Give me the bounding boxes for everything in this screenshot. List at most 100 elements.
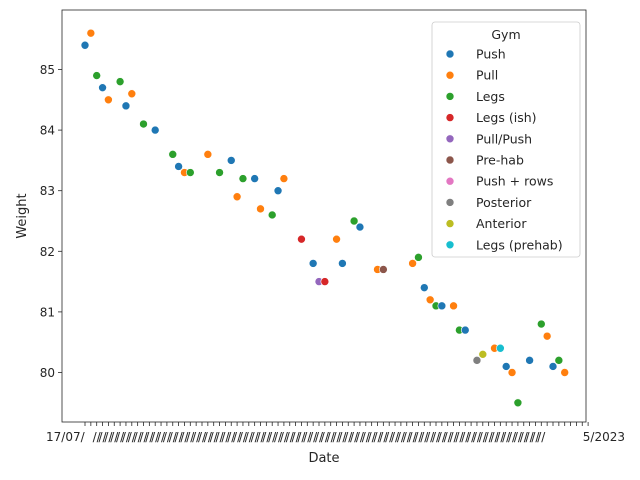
y-tick-label: 80 [40,366,55,380]
x-tick-label-overlap: // [473,430,482,444]
legend-label: Push + rows [476,174,553,189]
y-tick-label: 82 [40,245,55,259]
x-tick-label-overlap: // [502,430,511,444]
x-tick-label-overlap: // [198,430,207,444]
x-tick-label-overlap: // [450,430,459,444]
x-tick-label-overlap: // [104,430,113,444]
legend-label: Legs (ish) [476,110,537,125]
data-point [127,89,137,99]
x-tick-label-overlap: // [245,430,254,444]
x-tick-label-overlap: // [438,430,447,444]
x-tick-label-overlap: // [256,430,265,444]
data-point [414,253,423,262]
x-tick-label-overlap: // [227,430,236,444]
data-point [279,174,289,183]
x-tick-label-overlap: // [280,430,289,444]
x-tick-label-overlap: // [531,430,540,444]
y-axis-ticks: 80 81 82 83 84 85 [40,63,62,380]
data-point [542,331,552,341]
x-tick-label-overlap: // [163,430,172,444]
legend-frame [431,21,581,258]
data-point [449,301,458,311]
legend-marker [445,176,455,186]
data-point [355,222,365,232]
data-point [478,350,488,359]
data-point [437,301,447,311]
data-point [297,234,306,244]
data-point [501,362,511,371]
x-tick-label-overlap: // [239,430,248,444]
data-point [168,150,178,159]
y-tick-label: 83 [40,184,55,198]
x-tick-label-overlap: // [485,430,494,444]
x-tick-label-overlap: // [110,430,119,444]
legend-label: Push [476,47,506,62]
x-tick-label-overlap: // [397,430,406,444]
data-point [150,125,160,135]
data-points [80,28,570,408]
legend-marker [445,113,455,122]
x-tick-label-overlap: // [169,430,178,444]
x-tick-label-overlap: // [122,430,131,444]
x-tick-label-overlap: // [151,430,160,444]
legend-marker [445,70,455,80]
x-tick-label-overlap: // [210,430,219,444]
x-tick-label-overlap: // [204,430,213,444]
x-tick-label-overlap: // [455,430,464,444]
data-point [560,368,570,377]
x-tick-label-overlap: // [409,430,418,444]
legend-marker [445,240,455,250]
data-point [250,174,259,183]
legend-label: Pull/Push [476,131,532,146]
x-axis-ticks [84,422,589,426]
x-tick-label-overlap: // [432,430,441,444]
legend-label: Legs (prehab) [476,237,563,252]
data-point [139,119,148,129]
y-tick-label: 84 [40,124,55,138]
x-tick-label-overlap: // [303,430,312,444]
x-tick-label-overlap: // [496,430,505,444]
data-point [203,150,213,159]
data-point [267,210,277,220]
x-tick-label-overlap: // [385,430,394,444]
legend-marker [445,155,455,165]
data-point [338,259,347,268]
x-tick-label-overlap: // [467,430,476,444]
legend-items: Push Pull Legs Legs (ish) Pull/Push Pre-hab Pu… [445,47,563,252]
x-tick-label-overlap: // [221,430,230,444]
x-tick-label-end: 5/2023 [583,430,625,444]
x-tick-label-overlap: // [315,430,324,444]
legend-marker [445,134,455,144]
data-point [80,40,90,50]
data-point [92,71,101,80]
x-tick-label-overlap: // [333,430,342,444]
x-tick-label-overlap: // [368,430,377,444]
y-tick-label: 81 [40,305,55,319]
x-tick-label-overlap: // [134,430,143,444]
legend-label: Anterior [476,216,527,231]
x-tick-label-overlap: // [186,430,195,444]
x-tick-label-overlap: // [479,430,488,444]
data-point [513,398,523,408]
x-tick-label-overlap: // [274,430,283,444]
x-tick-label-overlap: // [233,430,242,444]
data-point [525,356,534,365]
x-tick-label-overlap: // [444,430,453,444]
x-tick-label-overlap: // [321,430,330,444]
data-point [215,168,224,177]
legend-marker [445,92,455,101]
y-tick-label: 85 [40,63,55,77]
data-point [320,277,330,286]
legend-label: Pull [476,68,498,83]
x-tick-label-overlap: // [327,430,336,444]
x-tick-label-overlap: // [426,430,435,444]
data-point [121,101,131,111]
legend-label: Posterior [476,195,532,210]
x-tick-label-overlap: // [344,430,353,444]
data-point [472,356,482,365]
x-tick-label-overlap: // [373,430,382,444]
x-tick-label-overlap: // [262,430,271,444]
data-point [238,174,248,183]
x-tick-label-overlap: // [157,430,166,444]
data-point [332,234,341,244]
